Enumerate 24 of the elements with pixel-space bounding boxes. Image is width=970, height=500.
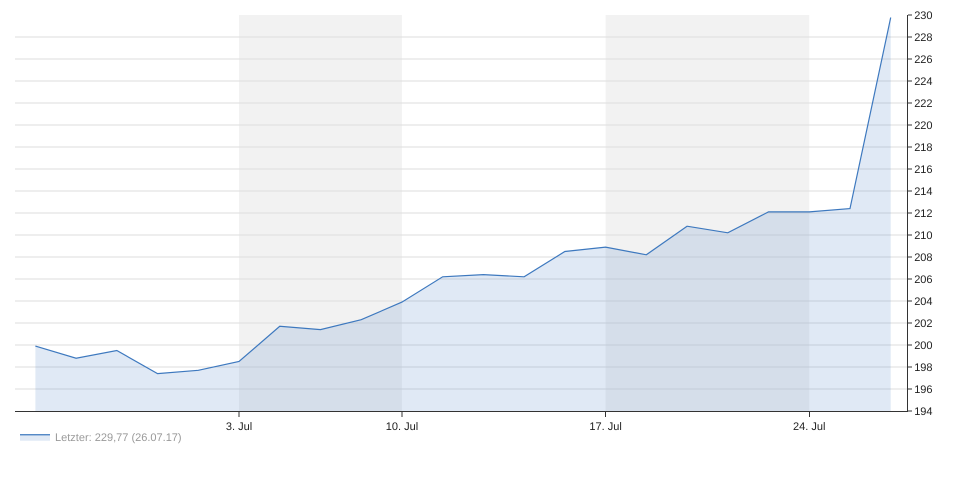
y-tick-label: 218: [914, 142, 933, 154]
y-tick-label: 214: [914, 186, 933, 198]
y-tick-label: 196: [914, 384, 933, 396]
y-tick-label: 194: [914, 406, 933, 418]
y-tick-label: 212: [914, 208, 933, 220]
y-tick-label: 200: [914, 340, 933, 352]
y-tick-label: 206: [914, 274, 933, 286]
y-tick-label: 224: [914, 76, 933, 88]
y-tick-label: 230: [914, 10, 933, 22]
x-tick-label: 3. Jul: [226, 421, 252, 434]
y-tick-label: 220: [914, 120, 933, 132]
y-tick-label: 204: [914, 296, 933, 308]
y-tick-label: 222: [914, 98, 933, 110]
y-tick-label: 198: [914, 362, 933, 374]
y-tick-label: 226: [914, 54, 933, 66]
y-tick-label: 228: [914, 32, 933, 44]
x-tick-label: 17. Jul: [589, 421, 622, 434]
y-tick-label: 216: [914, 164, 933, 176]
x-tick-label: 24. Jul: [793, 421, 826, 434]
y-tick-label: 208: [914, 252, 933, 264]
x-tick-label: 10. Jul: [386, 421, 418, 434]
y-tick-label: 210: [914, 230, 933, 242]
y-tick-label: 202: [914, 318, 933, 330]
legend-label: Letzter: 229,77 (26.07.17): [55, 432, 182, 444]
